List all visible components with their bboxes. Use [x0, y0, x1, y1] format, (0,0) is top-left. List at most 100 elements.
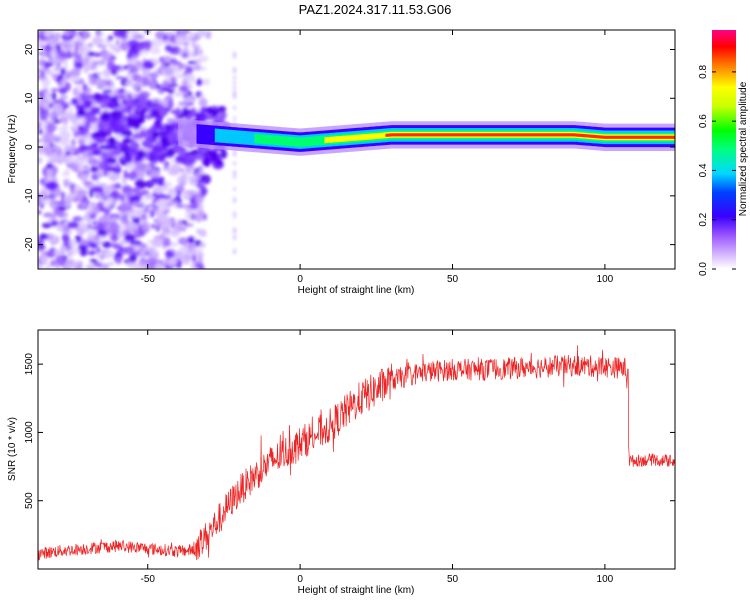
- spectrogram-blob: [133, 157, 143, 162]
- x-tick-label: 100: [597, 274, 614, 285]
- spectrogram-blob: [41, 49, 47, 55]
- spectrogram-blob: [49, 247, 57, 251]
- colorbar-label: Normalized spectral amplitude: [738, 81, 749, 216]
- spectrogram-blob: [65, 150, 71, 157]
- spectrogram-blob: [119, 203, 129, 213]
- spectrogram-blob: [91, 92, 103, 102]
- spectrogram-blob: [72, 87, 78, 97]
- spectrogram-blob: [106, 201, 114, 207]
- spectrogram-blob: [197, 211, 206, 216]
- spectrogram-blob: [107, 262, 115, 266]
- spectrogram-blob: [39, 233, 49, 240]
- spectrogram-blob: [84, 120, 91, 130]
- spectrogram-blob: [60, 192, 66, 202]
- spectrogram-blob: [49, 198, 58, 209]
- spectrogram-y-axis-label: Frequency (Hz): [7, 115, 18, 184]
- spectrogram-blob: [174, 36, 184, 43]
- spectrogram-blob: [108, 243, 120, 248]
- spectrogram-blob: [47, 157, 59, 165]
- spectrogram-blob: [38, 239, 45, 245]
- spectrogram-blob: [98, 161, 107, 170]
- spectrogram-blob: [51, 91, 57, 101]
- spectrogram-blob: [67, 221, 79, 229]
- chart-title: PAZ1.2024.317.11.53.G06: [298, 2, 452, 17]
- spectrogram-blob: [233, 116, 237, 121]
- spectrogram-blob: [82, 180, 93, 185]
- spectrogram-blob: [76, 107, 86, 117]
- spectrogram-blob: [134, 34, 145, 40]
- spectrogram-blob: [125, 191, 132, 199]
- spectrogram-blob: [233, 80, 237, 85]
- spectrogram-blob: [93, 262, 103, 267]
- spectrogram-blob: [176, 219, 182, 229]
- spectrogram-blob: [192, 253, 197, 263]
- spectrogram-blob: [158, 107, 168, 117]
- spectrogram-blob: [170, 125, 176, 131]
- spectrogram-blob: [129, 30, 140, 36]
- spectrogram-blob: [80, 92, 87, 102]
- spectrogram-blob: [180, 173, 188, 183]
- spectrogram-blob: [132, 245, 142, 250]
- spectrogram-blob: [176, 156, 185, 162]
- spectrogram-blob: [43, 146, 52, 154]
- spectrogram-blob: [118, 194, 126, 200]
- spectrogram-blob: [52, 103, 63, 114]
- spectrogram-blob: [86, 221, 94, 225]
- spectrogram-blob: [69, 186, 76, 195]
- spectrogram-blob: [180, 220, 188, 225]
- spectrogram-blob: [47, 113, 56, 118]
- spectrogram-blob: [122, 137, 132, 145]
- spectrogram-blob: [109, 55, 117, 61]
- snr-x-axis-label: Height of straight line (km): [298, 585, 415, 596]
- spectrogram-blob: [169, 131, 179, 137]
- spectrogram-blob: [205, 149, 218, 155]
- spectrogram-blob: [60, 87, 67, 91]
- spectrogram-blob: [77, 125, 85, 131]
- spectrogram-blob: [201, 78, 211, 86]
- spectrogram-blob: [87, 51, 95, 57]
- spectrogram-blob: [103, 207, 111, 215]
- spectrogram-blob: [77, 45, 89, 56]
- spectrogram-blob: [151, 58, 159, 64]
- spectrogram-blob: [75, 189, 87, 197]
- snr-y-axis-label: SNR (10 * v/v): [7, 417, 18, 481]
- spectrogram-blob: [233, 67, 237, 72]
- spectrogram-blob: [119, 41, 129, 52]
- spectrogram-blob: [113, 183, 122, 188]
- spectrogram-blob: [143, 246, 156, 252]
- spectrogram-blob: [78, 144, 90, 151]
- spectrogram-blob: [45, 141, 50, 148]
- spectrogram-blob: [77, 162, 86, 173]
- spectrogram-blob: [97, 249, 110, 253]
- spectrogram-blob: [157, 156, 165, 163]
- spectrogram-blob: [198, 165, 203, 171]
- spectrogram-blob: [128, 253, 138, 263]
- spectrogram-blob: [150, 47, 161, 55]
- spectrogram-blob: [95, 180, 101, 187]
- spectrogram-blob: [139, 249, 146, 258]
- spectrogram-blob: [68, 75, 81, 82]
- spectrogram-blob: [170, 109, 180, 115]
- spectrogram-blob: [233, 75, 237, 80]
- spectrogram-blob: [90, 166, 99, 173]
- spectrogram-blob: [41, 222, 52, 229]
- spectrogram-blob: [133, 107, 142, 113]
- spectrogram-blob: [70, 239, 77, 245]
- spectrogram-blob: [62, 178, 71, 186]
- spectrogram-blob: [120, 214, 129, 225]
- spectrogram-blob: [134, 179, 146, 187]
- spectrogram-blob: [188, 175, 199, 183]
- spectrogram-blob: [56, 188, 61, 193]
- y-tick-label: 1000: [24, 421, 35, 444]
- spectrogram-blob: [99, 112, 111, 123]
- spectrogram-blob: [198, 97, 208, 108]
- spectrogram-blob: [115, 257, 122, 265]
- spectrogram-blob: [129, 141, 140, 151]
- spectrogram-blob: [215, 158, 223, 167]
- spectrogram-blob: [161, 141, 170, 149]
- spectrogram-blob: [50, 259, 56, 267]
- x-tick-label: 0: [297, 274, 303, 285]
- spectrogram-blob: [233, 227, 237, 232]
- spectrogram-blob: [83, 63, 90, 74]
